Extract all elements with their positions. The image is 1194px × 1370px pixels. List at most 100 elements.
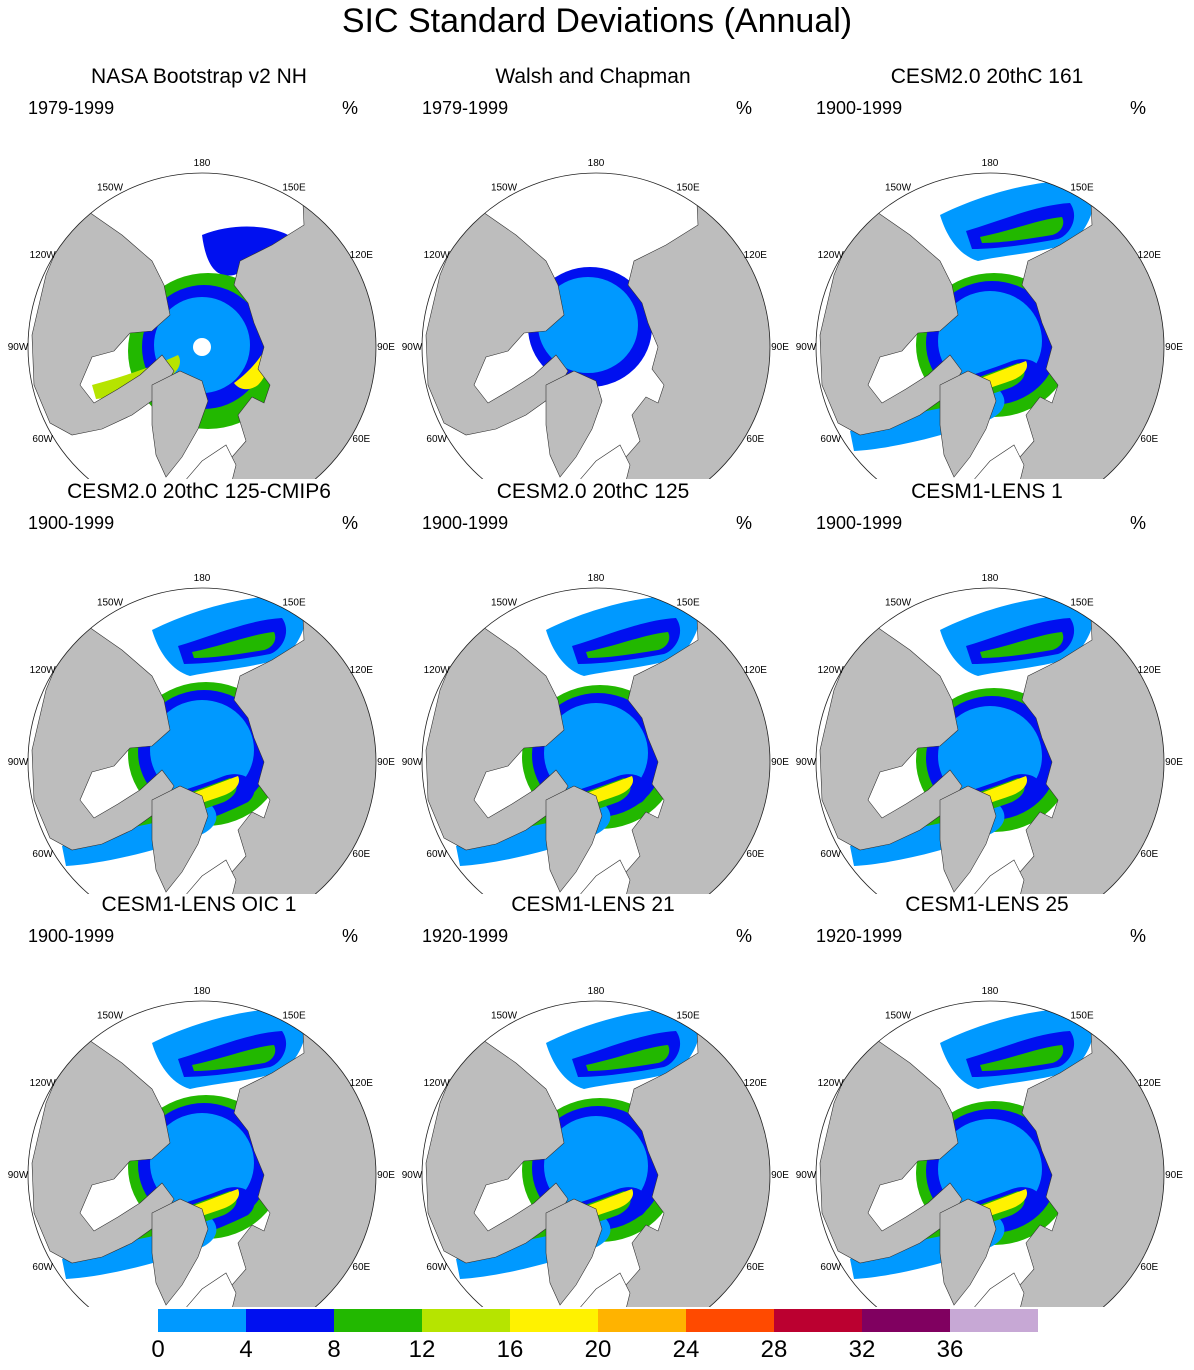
longitude-label: 150W bbox=[491, 1011, 518, 1022]
panel-period: 1900-1999 bbox=[28, 926, 115, 946]
polar-stereographic-map: 180150E120E90E60E30E030W60W90W120W150W bbox=[796, 986, 1183, 1307]
longitude-label: 90E bbox=[771, 342, 789, 353]
longitude-label: 120E bbox=[744, 665, 768, 676]
longitude-label: 90E bbox=[377, 342, 395, 353]
colorbar-tick-label: 4 bbox=[239, 1336, 253, 1363]
map-panel: CESM2.0 20thC 125-CMIP6 1900-1999% 180 150E… bbox=[2, 480, 396, 894]
greenland-land bbox=[939, 1198, 997, 1306]
ocean-atlantic bbox=[965, 444, 1025, 479]
longitude-label: 120W bbox=[424, 1078, 451, 1089]
panel-units: % bbox=[342, 513, 359, 533]
ocean-atlantic bbox=[965, 1272, 1025, 1307]
colorbar-bin bbox=[686, 1309, 774, 1332]
polar-stereographic-map: 180150E120E90E60E30E030W60W90W120W150W bbox=[8, 573, 395, 894]
map-boundary-circle bbox=[421, 1000, 771, 1307]
map-boundary-circle bbox=[27, 1000, 377, 1307]
longitude-label: 120W bbox=[818, 665, 845, 676]
longitude-label: 90W bbox=[8, 342, 29, 353]
longitude-label: 90E bbox=[1165, 1170, 1183, 1181]
panel-period: 1900-1999 bbox=[816, 513, 903, 533]
ice-pacific-green bbox=[586, 632, 670, 658]
colorbar-bin bbox=[598, 1309, 686, 1332]
longitude-label: 150E bbox=[676, 1011, 700, 1022]
longitude-label: 90W bbox=[402, 757, 423, 768]
longitude-label: 180 bbox=[194, 986, 211, 997]
colorbar-bin bbox=[862, 1309, 950, 1332]
map-boundary-circle bbox=[815, 587, 1165, 894]
panel-title: CESM1-LENS 25 bbox=[905, 893, 1069, 916]
longitude-label: 60E bbox=[1140, 434, 1158, 445]
map-panel: NASA Bootstrap v2 NH 1979-1999% 180 150E 120… bbox=[2, 65, 396, 479]
colorbar-bin bbox=[510, 1309, 598, 1332]
colorbar-tick-label: 24 bbox=[672, 1336, 700, 1363]
colorbar-tick-label: 12 bbox=[408, 1336, 436, 1363]
polar-stereographic-map: 180150E120E90E60E30E030W60W90W120W150W bbox=[402, 573, 789, 894]
north-america-land bbox=[819, 617, 963, 851]
greenland-land bbox=[545, 370, 603, 478]
north-america-land bbox=[819, 202, 963, 436]
longitude-label: 150E bbox=[676, 183, 700, 194]
longitude-label: 180 bbox=[588, 986, 605, 997]
colorbar-tick-label: 32 bbox=[848, 1336, 876, 1363]
panel-period: 1979-1999 bbox=[422, 98, 509, 118]
colorbar-tick-label: 0 bbox=[151, 1336, 165, 1363]
polar-stereographic-map: 180150E120E90E60E30E030W60W90W120W150W bbox=[8, 986, 395, 1307]
ocean-atlantic bbox=[571, 1272, 631, 1307]
panel-units: % bbox=[1130, 98, 1147, 118]
map-boundary-circle bbox=[421, 172, 771, 479]
map-panel: CESM2.0 20thC 161 1900-1999% 180 150E 120E 90… bbox=[790, 65, 1184, 479]
longitude-label: 150W bbox=[491, 598, 518, 609]
polar-stereographic-map: 180150E120E90E60E30E030W60W90W120W150W bbox=[796, 158, 1183, 479]
longitude-label: 150W bbox=[97, 183, 124, 194]
longitude-label: 150E bbox=[282, 1011, 306, 1022]
ocean-atlantic bbox=[177, 859, 237, 894]
map-panel: CESM1-LENS 21 1920-1999% 180 150E 120E 90E 60E… bbox=[396, 893, 790, 1307]
longitude-label: 90W bbox=[402, 1170, 423, 1181]
longitude-label: 90W bbox=[796, 1170, 817, 1181]
longitude-label: 120E bbox=[1138, 1078, 1162, 1089]
longitude-label: 120E bbox=[350, 1078, 374, 1089]
colorbar-tick-label: 28 bbox=[760, 1336, 788, 1363]
panel-title: NASA Bootstrap v2 NH bbox=[91, 65, 307, 88]
longitude-label: 120W bbox=[30, 250, 57, 261]
north-america-land bbox=[31, 617, 175, 851]
longitude-label: 120E bbox=[1138, 250, 1162, 261]
longitude-label: 60W bbox=[426, 1262, 447, 1273]
longitude-label: 150W bbox=[97, 598, 124, 609]
polar-stereographic-map: 180150E120E90E60E30E030W60W90W120W150W bbox=[796, 573, 1183, 894]
longitude-label: 120E bbox=[744, 1078, 768, 1089]
longitude-label: 90W bbox=[796, 342, 817, 353]
map-panel: CESM1-LENS 25 1920-1999% 180 150E 120E 90E 60E… bbox=[790, 893, 1184, 1307]
longitude-label: 90W bbox=[796, 757, 817, 768]
map-panel: CESM1-LENS OIC 1 1900-1999% 180 150E 120E 90E… bbox=[2, 893, 396, 1307]
panel-period: 1900-1999 bbox=[816, 98, 903, 118]
longitude-label: 90E bbox=[771, 757, 789, 768]
longitude-label: 90E bbox=[377, 757, 395, 768]
north-america-land bbox=[425, 617, 569, 851]
map-boundary-circle bbox=[27, 172, 377, 479]
longitude-label: 60E bbox=[746, 1262, 764, 1273]
panel-title: CESM2.0 20thC 125-CMIP6 bbox=[67, 480, 331, 503]
longitude-label: 180 bbox=[194, 158, 211, 169]
longitude-label: 60E bbox=[352, 434, 370, 445]
longitude-label: 60W bbox=[426, 849, 447, 860]
polar-stereographic-map: 180150E120E90E60E30E030W60W90W120W150W bbox=[8, 158, 395, 479]
ice-barents-yellow bbox=[234, 351, 268, 390]
longitude-label: 120E bbox=[744, 250, 768, 261]
ice-pacific-green bbox=[192, 1045, 276, 1071]
panel-period: 1920-1999 bbox=[816, 926, 903, 946]
ice-pacific-green bbox=[980, 217, 1064, 243]
longitude-label: 90E bbox=[1165, 342, 1183, 353]
panel-units: % bbox=[1130, 513, 1147, 533]
greenland-land bbox=[151, 370, 209, 478]
ice-pacific-green bbox=[980, 1045, 1064, 1071]
longitude-label: 180 bbox=[982, 573, 999, 584]
north-america-land bbox=[31, 1030, 175, 1264]
longitude-label: 90W bbox=[402, 342, 423, 353]
longitude-label: 120E bbox=[350, 665, 374, 676]
panel-units: % bbox=[736, 926, 753, 946]
colorbar-bin bbox=[422, 1309, 510, 1332]
longitude-label: 150W bbox=[97, 1011, 124, 1022]
longitude-label: 120E bbox=[1138, 665, 1162, 676]
longitude-label: 150W bbox=[491, 183, 518, 194]
